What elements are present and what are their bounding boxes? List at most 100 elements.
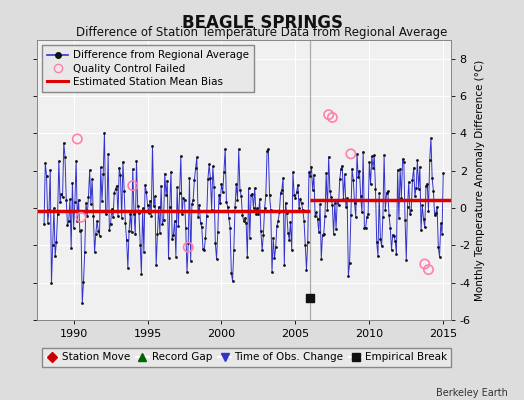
Point <box>347 151 355 157</box>
Point <box>226 225 234 231</box>
Point <box>177 153 185 159</box>
Point <box>176 190 184 196</box>
Point <box>434 244 442 251</box>
Point <box>155 204 163 210</box>
Point <box>115 164 124 171</box>
Point <box>116 172 125 178</box>
Point <box>351 200 359 206</box>
Point <box>313 216 322 222</box>
Point <box>326 188 334 194</box>
Point <box>198 224 206 230</box>
Y-axis label: Monthly Temperature Anomaly Difference (°C): Monthly Temperature Anomaly Difference (… <box>475 59 485 301</box>
Point <box>345 260 354 266</box>
Point <box>121 220 129 226</box>
Point <box>148 142 157 149</box>
Point <box>217 181 226 187</box>
Point <box>386 224 395 231</box>
Point <box>375 190 384 197</box>
Point <box>286 218 294 225</box>
Point <box>167 168 175 175</box>
Point <box>233 196 242 203</box>
Point <box>180 196 189 203</box>
Point <box>153 231 161 238</box>
Point <box>56 199 64 206</box>
Point <box>62 197 70 203</box>
Point <box>178 211 186 217</box>
Point <box>123 237 131 244</box>
Point <box>285 237 293 243</box>
Point <box>385 212 393 218</box>
Point <box>189 197 198 204</box>
Point <box>190 177 199 183</box>
Point <box>120 187 128 194</box>
Point <box>232 181 241 187</box>
Point <box>91 249 99 255</box>
Point <box>125 227 133 234</box>
Point <box>103 208 111 215</box>
Point <box>405 179 413 185</box>
Point <box>400 159 408 165</box>
Point <box>57 190 66 197</box>
Point <box>306 294 314 301</box>
Text: Berkeley Earth: Berkeley Earth <box>436 388 508 398</box>
Point <box>358 209 366 216</box>
Point <box>137 270 146 277</box>
Point <box>169 231 178 238</box>
Point <box>194 214 202 220</box>
Point <box>402 256 410 263</box>
Point <box>70 225 78 231</box>
Point <box>289 169 297 175</box>
Point <box>366 181 375 188</box>
Point <box>165 255 173 261</box>
Point <box>235 146 243 152</box>
Point <box>73 136 82 142</box>
Point <box>422 182 430 189</box>
Point <box>212 256 221 262</box>
Point <box>282 210 291 216</box>
Point <box>113 182 121 189</box>
Point <box>100 129 108 136</box>
Point <box>94 227 103 234</box>
Point <box>260 205 269 211</box>
Point <box>327 194 335 200</box>
Point <box>368 153 376 159</box>
Point <box>430 212 439 218</box>
Point <box>50 205 58 211</box>
Point <box>119 159 127 165</box>
Point <box>127 228 136 235</box>
Point <box>414 185 423 192</box>
Point <box>419 216 428 222</box>
Point <box>236 186 244 193</box>
Point <box>349 177 357 183</box>
Point <box>138 205 147 212</box>
Point <box>280 262 289 268</box>
Point <box>145 210 153 216</box>
Point <box>314 229 323 236</box>
Point <box>305 169 313 176</box>
Point <box>302 266 311 273</box>
Point <box>144 202 152 208</box>
Point <box>58 194 67 200</box>
Point <box>68 180 77 186</box>
Point <box>292 189 301 195</box>
Point <box>295 205 303 212</box>
Point <box>379 213 387 220</box>
Point <box>78 300 86 306</box>
Point <box>374 252 382 259</box>
Point <box>49 242 57 248</box>
Point <box>60 140 68 146</box>
Point <box>328 202 336 208</box>
Point <box>409 164 418 171</box>
Point <box>387 247 396 253</box>
Point <box>73 218 82 224</box>
Point <box>46 167 54 173</box>
Point <box>277 189 285 196</box>
Point <box>173 184 181 190</box>
Point <box>355 168 364 174</box>
Point <box>82 200 90 206</box>
Point <box>373 239 381 246</box>
Point <box>131 231 139 238</box>
Point <box>93 218 101 224</box>
Point <box>141 182 149 188</box>
Point <box>172 254 180 260</box>
